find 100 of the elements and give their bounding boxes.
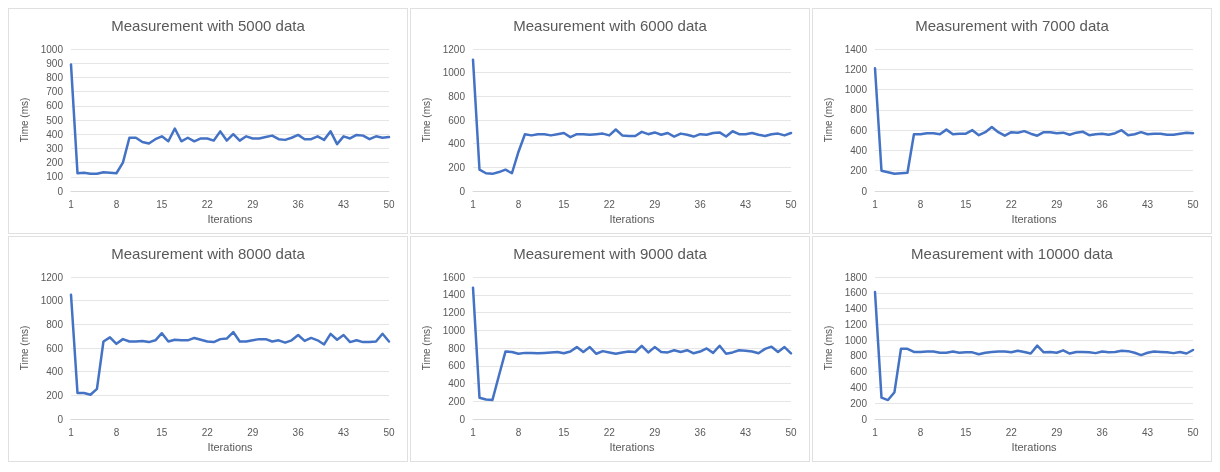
x-tick-label: 43	[338, 426, 350, 438]
y-tick-label: 800	[46, 318, 64, 330]
y-tick-label: 0	[459, 413, 466, 425]
x-tick-label: 50	[383, 426, 395, 438]
y-tick-label: 200	[448, 395, 466, 407]
y-tick-label: 200	[850, 397, 868, 409]
y-axis-title: Time (ms)	[19, 325, 31, 371]
y-axis-title: Time (ms)	[823, 97, 835, 143]
x-tick-label: 22	[1005, 426, 1018, 438]
x-tick-label: 1	[470, 198, 477, 210]
y-tick-label: 900	[46, 57, 64, 69]
y-tick-label: 800	[46, 71, 64, 83]
x-tick-label: 43	[1142, 426, 1154, 438]
x-tick-label: 22	[1005, 198, 1018, 210]
y-tick-label: 1400	[844, 43, 868, 55]
y-tick-label: 500	[46, 114, 64, 126]
x-tick-label: 8	[113, 426, 120, 438]
y-tick-label: 800	[448, 342, 466, 354]
x-tick-label: 29	[649, 198, 661, 210]
x-axis-title: Iterations	[207, 441, 254, 454]
y-tick-label: 1000	[40, 43, 64, 55]
y-tick-label: 800	[448, 90, 466, 102]
y-tick-label: 400	[850, 381, 868, 393]
x-tick-label: 50	[383, 198, 395, 210]
y-tick-label: 400	[46, 128, 64, 140]
x-tick-label: 50	[785, 426, 797, 438]
chart-title: Measurement with 6000 data	[513, 17, 708, 34]
chart-title: Measurement with 8000 data	[111, 245, 306, 262]
chart-title: Measurement with 10000 data	[911, 245, 1114, 262]
chart-title: Measurement with 9000 data	[513, 245, 708, 262]
x-tick-label: 50	[1187, 426, 1199, 438]
y-tick-label: 600	[448, 114, 466, 126]
y-tick-label: 0	[57, 185, 64, 197]
y-tick-label: 1400	[844, 303, 868, 315]
x-tick-label: 1	[470, 426, 477, 438]
chart-title: Measurement with 5000 data	[111, 17, 306, 34]
y-tick-label: 1200	[442, 307, 466, 318]
line-series	[69, 63, 391, 175]
line-series	[873, 67, 1195, 176]
x-tick-label: 1	[68, 198, 75, 210]
y-tick-label: 1200	[844, 318, 868, 330]
x-tick-label: 22	[201, 198, 214, 210]
y-tick-label: 400	[448, 138, 466, 150]
x-tick-label: 8	[515, 426, 522, 438]
y-tick-label: 1000	[844, 334, 868, 346]
y-tick-label: 600	[46, 100, 64, 112]
x-tick-label: 36	[292, 426, 305, 438]
y-tick-label: 1800	[844, 271, 868, 283]
x-tick-label: 8	[515, 198, 522, 210]
y-tick-label: 100	[46, 171, 64, 183]
x-tick-label: 29	[247, 426, 259, 438]
line-series	[471, 286, 793, 402]
x-tick-label: 15	[558, 426, 570, 438]
x-tick-label: 36	[694, 426, 707, 438]
x-tick-label: 1	[68, 426, 75, 438]
y-tick-label: 0	[459, 185, 466, 197]
x-tick-label: 50	[785, 198, 797, 210]
x-tick-label: 15	[960, 198, 972, 210]
y-tick-label: 1000	[442, 324, 466, 336]
x-axis-title: Iterations	[1011, 213, 1058, 226]
x-tick-label: 43	[338, 198, 350, 210]
x-tick-label: 22	[603, 198, 616, 210]
y-tick-label: 300	[46, 142, 64, 154]
x-tick-label: 22	[201, 426, 214, 438]
y-tick-label: 1600	[844, 287, 868, 299]
x-axis-title: Iterations	[207, 213, 254, 226]
x-tick-label: 8	[113, 198, 120, 210]
x-tick-label: 29	[649, 426, 661, 438]
line-series	[69, 293, 391, 396]
x-axis-title: Iterations	[609, 213, 656, 226]
x-tick-label: 15	[156, 426, 168, 438]
x-tick-label: 15	[960, 426, 972, 438]
y-axis-title: Time (ms)	[19, 97, 31, 143]
y-tick-label: 1200	[844, 63, 868, 75]
y-tick-label: 600	[850, 124, 868, 136]
y-tick-label: 1400	[442, 289, 466, 301]
x-tick-label: 29	[1051, 426, 1063, 438]
y-tick-label: 1200	[442, 43, 466, 55]
y-tick-label: 200	[850, 165, 868, 177]
x-tick-label: 22	[603, 426, 616, 438]
x-axis-title: Iterations	[1011, 441, 1058, 454]
x-tick-label: 29	[1051, 198, 1063, 210]
line-series	[873, 290, 1195, 402]
y-tick-label: 800	[850, 104, 868, 116]
y-tick-label: 700	[46, 86, 64, 98]
y-tick-label: 1000	[442, 67, 466, 79]
x-tick-label: 15	[156, 198, 168, 210]
y-tick-label: 400	[850, 144, 868, 156]
y-tick-label: 0	[57, 413, 64, 425]
y-tick-label: 1000	[40, 295, 64, 307]
y-axis-title: Time (ms)	[421, 325, 433, 371]
y-tick-label: 600	[850, 366, 868, 378]
y-tick-label: 200	[448, 161, 466, 173]
y-tick-label: 400	[448, 378, 466, 389]
x-tick-label: 50	[1187, 198, 1199, 210]
chart-title: Measurement with 7000 data	[915, 17, 1110, 34]
x-tick-label: 36	[694, 198, 707, 210]
x-tick-label: 36	[1096, 426, 1109, 438]
y-tick-label: 200	[46, 157, 64, 169]
y-tick-label: 1000	[844, 84, 868, 96]
